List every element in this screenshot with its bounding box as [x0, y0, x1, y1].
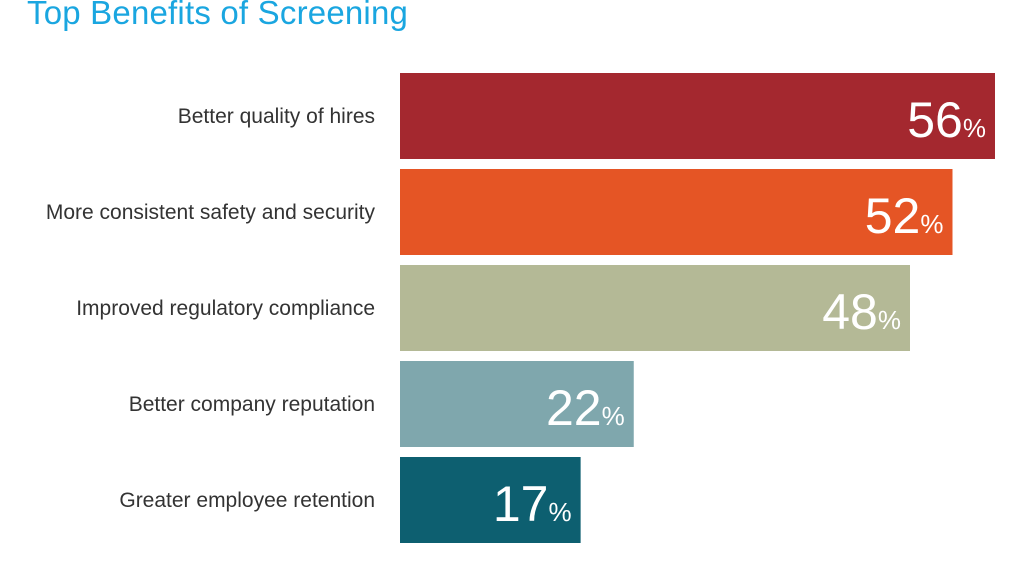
chart-title: Top Benefits of Screening	[27, 0, 409, 31]
data-label: 56%	[907, 92, 986, 148]
data-label: 48%	[822, 284, 901, 340]
category-label: Better company reputation	[129, 393, 375, 416]
data-label: 17%	[493, 476, 572, 532]
bar	[400, 169, 953, 255]
bar	[400, 361, 634, 447]
bar	[400, 73, 995, 159]
category-label: More consistent safety and security	[46, 201, 376, 224]
category-label: Greater employee retention	[119, 489, 375, 512]
bar	[400, 457, 581, 543]
data-label: 22%	[546, 380, 625, 436]
data-label: 52%	[865, 188, 944, 244]
category-label: Better quality of hires	[178, 105, 375, 128]
category-label: Improved regulatory compliance	[76, 297, 375, 320]
bar	[400, 265, 910, 351]
